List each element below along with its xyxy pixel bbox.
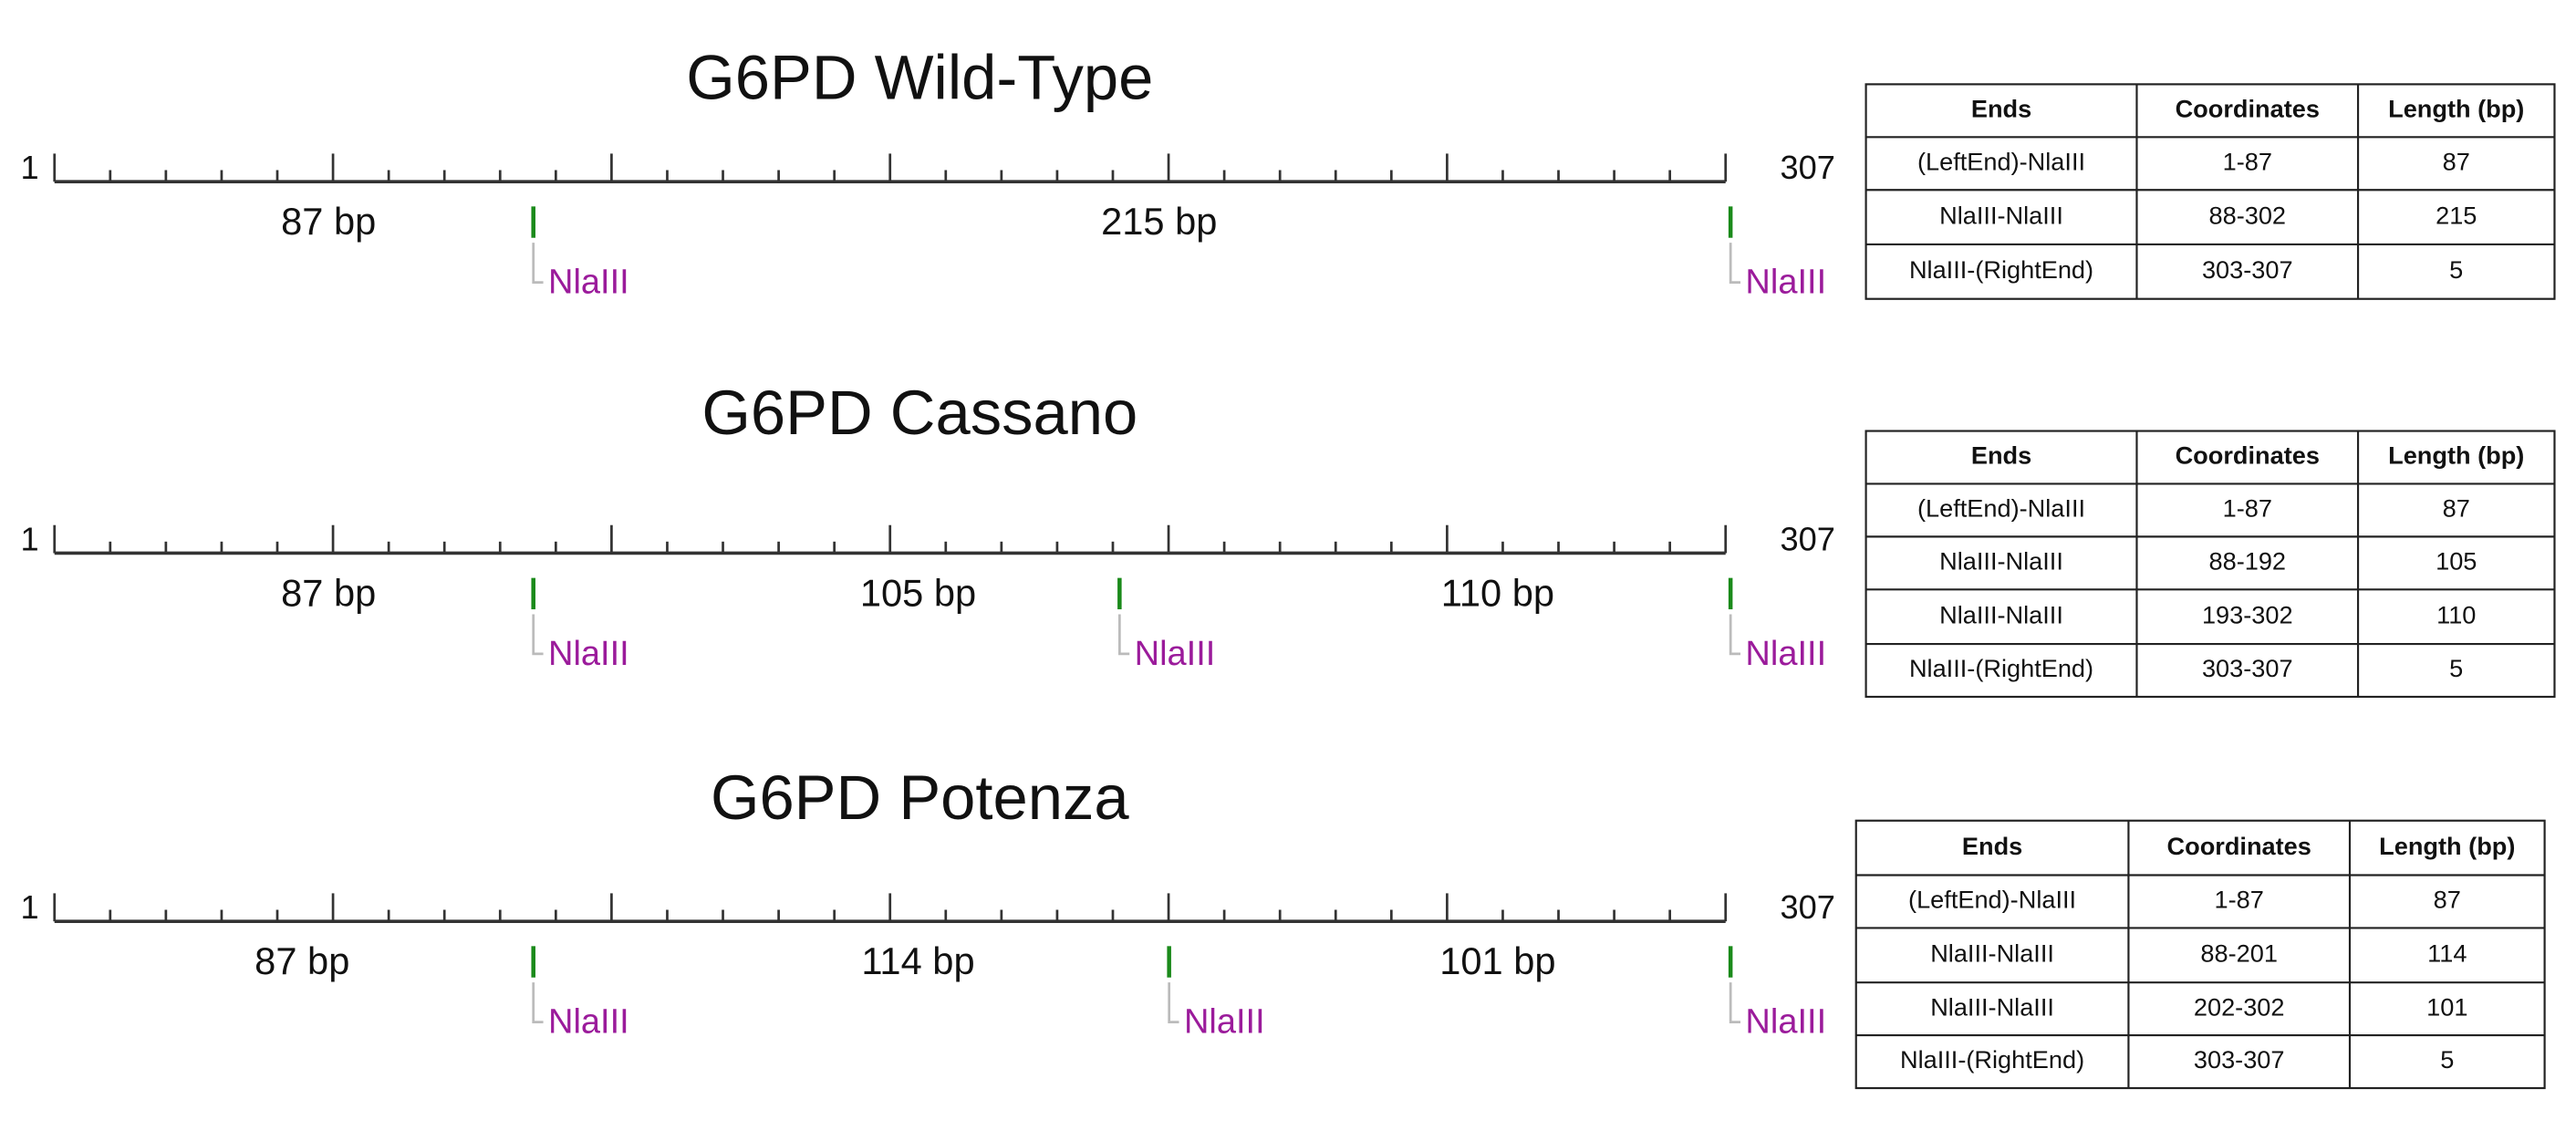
table-cell: (LeftEnd)-NlaIII	[1908, 886, 2076, 914]
site-connector	[1729, 982, 1741, 1023]
table-header: Coordinates	[2176, 441, 2320, 470]
table-cell: (LeftEnd)-NlaIII	[1917, 494, 2085, 523]
fragment-label: 101 bp	[1439, 939, 1555, 982]
table-cell: 5	[2440, 1045, 2454, 1074]
table-cell: 1-87	[2215, 886, 2264, 914]
table-cell: 5	[2449, 654, 2463, 682]
fragment-label: 87 bp	[281, 572, 376, 615]
site-connector	[532, 614, 544, 656]
table-cell: 1-87	[2223, 494, 2272, 523]
site-label: NlaIII	[1135, 635, 1216, 673]
site-connector	[1117, 614, 1130, 656]
table-border	[1864, 83, 2556, 300]
scale-end: 307	[1780, 149, 1834, 186]
site-label: NlaIII	[1745, 263, 1826, 301]
table-cell: 88-192	[2209, 547, 2287, 576]
table-cell: NlaIII-NlaIII	[1939, 547, 2063, 576]
table-header: Coordinates	[2176, 95, 2320, 123]
scale-start: 1	[21, 520, 39, 557]
table-cell: NlaIII-NlaIII	[1939, 600, 2063, 628]
table-border	[1854, 819, 2546, 1090]
table-cell: 87	[2443, 147, 2470, 175]
table-cell: 202-302	[2194, 992, 2285, 1021]
table-header: Ends	[1971, 441, 2031, 470]
site-connector	[1729, 243, 1741, 284]
table-cell: 88-201	[2200, 939, 2278, 967]
site-connector	[1729, 614, 1741, 656]
fragment-label: 105 bp	[860, 572, 976, 615]
table-cell: NlaIII-NlaIII	[1930, 992, 2054, 1021]
table-border	[1864, 430, 2556, 699]
scale-end: 307	[1780, 520, 1834, 557]
table-header: Coordinates	[2167, 832, 2311, 860]
fragment-label: 87 bp	[254, 939, 349, 982]
table-cell: 303-307	[2202, 255, 2293, 284]
table-cell: 1-87	[2223, 147, 2272, 175]
table-cell: NlaIII-NlaIII	[1939, 201, 2063, 229]
map-title: G6PD Potenza	[711, 762, 1129, 833]
table-header: Length (bp)	[2388, 441, 2524, 470]
map-title: G6PD Cassano	[701, 378, 1137, 448]
site-label: NlaIII	[548, 1002, 629, 1041]
table-cell: 101	[2426, 992, 2467, 1021]
table-cell: NlaIII-NlaIII	[1930, 939, 2054, 967]
table-cell: 88-302	[2209, 201, 2287, 229]
scale-start: 1	[21, 888, 39, 926]
fragment-label: 114 bp	[861, 939, 974, 982]
table-header: Ends	[1962, 832, 2022, 860]
map-title: G6PD Wild-Type	[686, 43, 1153, 113]
table-cell: (LeftEnd)-NlaIII	[1917, 147, 2085, 175]
table-cell: 215	[2436, 201, 2477, 229]
site-label: NlaIII	[548, 635, 629, 673]
fragment-label: 110 bp	[1441, 572, 1554, 615]
site-connector	[532, 982, 544, 1023]
site-label: NlaIII	[1745, 635, 1826, 673]
table-header: Length (bp)	[2388, 95, 2524, 123]
table-cell: 303-307	[2194, 1045, 2285, 1074]
fragment-label: 87 bp	[281, 200, 376, 243]
table-cell: 110	[2436, 600, 2476, 628]
table-cell: 87	[2434, 886, 2461, 914]
table-cell: 114	[2427, 939, 2467, 967]
site-connector	[532, 243, 544, 284]
table-cell: 193-302	[2202, 600, 2293, 628]
table-cell: 303-307	[2202, 654, 2293, 682]
table-cell: NlaIII-(RightEnd)	[1909, 654, 2093, 682]
table-cell: 5	[2449, 255, 2463, 284]
table-cell: NlaIII-(RightEnd)	[1900, 1045, 2084, 1074]
site-label: NlaIII	[1745, 1002, 1826, 1041]
table-header: Length (bp)	[2379, 832, 2515, 860]
table-header: Ends	[1971, 95, 2031, 123]
site-connector	[1168, 982, 1179, 1023]
site-label: NlaIII	[548, 263, 629, 301]
fragment-label: 215 bp	[1101, 200, 1217, 243]
table-cell: NlaIII-(RightEnd)	[1909, 255, 2093, 284]
scale-end: 307	[1780, 888, 1834, 926]
table-cell: 87	[2443, 494, 2470, 523]
scale-start: 1	[21, 149, 39, 186]
table-cell: 105	[2436, 547, 2477, 576]
site-label: NlaIII	[1184, 1002, 1265, 1041]
